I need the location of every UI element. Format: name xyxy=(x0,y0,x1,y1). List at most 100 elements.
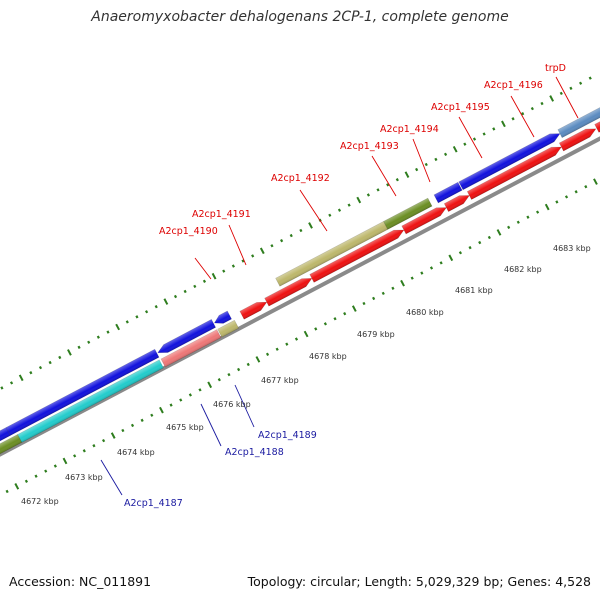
gene-shine xyxy=(401,207,447,234)
gene-shine xyxy=(458,133,560,190)
minor-tick xyxy=(275,347,279,351)
minor-tick xyxy=(366,193,370,197)
major-tick xyxy=(448,254,454,262)
minor-tick xyxy=(429,266,434,270)
gene-bar xyxy=(594,109,600,133)
gene-label-a2cp1-4191[interactable]: A2cp1_4191 xyxy=(192,209,251,220)
minor-tick xyxy=(106,330,110,334)
backbone-line xyxy=(0,136,600,457)
major-tick xyxy=(501,120,506,128)
major-tick xyxy=(308,222,313,229)
minor-tick xyxy=(121,428,125,433)
gene-bar xyxy=(157,319,217,354)
minor-tick xyxy=(198,388,202,392)
gene-bar xyxy=(217,319,240,338)
minor-tick xyxy=(289,233,293,238)
gene-label-a2cp1-4194[interactable]: A2cp1_4194 xyxy=(380,124,439,135)
gene-label-a2cp1-4192[interactable]: A2cp1_4192 xyxy=(271,173,330,184)
minor-tick xyxy=(53,464,57,468)
minor-tick xyxy=(144,310,149,314)
map-title: Anaeromyxobacter dehalogenans 2CP-1, com… xyxy=(91,9,509,25)
minor-tick xyxy=(415,167,419,172)
minor-tick xyxy=(154,305,158,309)
major-tick xyxy=(110,432,116,439)
leader-line xyxy=(100,459,123,496)
gene-shine xyxy=(217,320,239,338)
gene-bar xyxy=(443,195,470,212)
scale-label-4679: 4679 kbp xyxy=(357,330,395,339)
minor-tick xyxy=(395,178,399,182)
tick-marks xyxy=(0,76,598,494)
scale-label-4682: 4682 kbp xyxy=(504,265,542,274)
minor-tick xyxy=(333,317,337,321)
minor-tick xyxy=(458,251,463,255)
leader-line xyxy=(299,189,328,232)
minor-tick xyxy=(222,269,226,273)
minor-tick xyxy=(150,413,154,417)
minor-tick xyxy=(130,423,135,428)
minor-tick xyxy=(87,340,91,344)
gene-label-trpd[interactable]: trpD xyxy=(545,63,566,74)
gene-bar xyxy=(239,301,268,320)
gene-shine xyxy=(467,147,562,200)
gene-label-a2cp1-4193[interactable]: A2cp1_4193 xyxy=(340,141,399,152)
scale-label-4678: 4678 kbp xyxy=(309,352,347,361)
gene-label-a2cp1-4190[interactable]: A2cp1_4190 xyxy=(159,226,218,237)
minor-tick xyxy=(343,312,347,316)
gene-label-a2cp1-4187[interactable]: A2cp1_4187 xyxy=(124,498,183,509)
gene-label-a2cp1-4188[interactable]: A2cp1_4188 xyxy=(225,447,284,458)
gene-bar xyxy=(264,278,313,307)
gene-shine xyxy=(264,278,312,307)
minor-tick xyxy=(337,208,342,212)
minor-tick xyxy=(584,185,588,189)
major-tick xyxy=(115,323,121,331)
gene-label-a2cp1-4196[interactable]: A2cp1_4196 xyxy=(484,80,543,91)
leader-line xyxy=(412,138,431,183)
minor-tick xyxy=(376,188,380,192)
accession-text: Accession: NC_011891 xyxy=(9,574,152,589)
gene-shine xyxy=(434,182,463,203)
gene-bar xyxy=(17,359,164,443)
gene-bar xyxy=(0,434,23,458)
labels: 4672 kbp 4673 kbp 4674 kbp 4675 kbp 4676… xyxy=(21,63,591,509)
gene-shine xyxy=(214,311,232,324)
minor-tick xyxy=(463,142,467,146)
major-tick xyxy=(356,196,362,204)
minor-tick xyxy=(237,367,241,372)
minor-tick xyxy=(443,152,448,156)
leader-line xyxy=(234,384,255,428)
minor-tick xyxy=(82,449,86,453)
minor-tick xyxy=(0,386,4,390)
minor-tick xyxy=(478,240,482,245)
minor-tick xyxy=(323,322,327,326)
minor-tick xyxy=(169,403,173,407)
minor-tick xyxy=(569,86,573,90)
major-tick xyxy=(67,349,72,356)
minor-tick xyxy=(270,244,274,248)
gene-shine xyxy=(383,198,433,230)
minor-tick xyxy=(5,489,9,494)
minor-tick xyxy=(492,127,496,131)
gene-label-a2cp1-4189[interactable]: A2cp1_4189 xyxy=(258,430,317,441)
scale-label-4676: 4676 kbp xyxy=(213,400,251,409)
gene-bar xyxy=(557,94,600,139)
minor-tick xyxy=(347,203,351,207)
gene-shine xyxy=(557,94,600,138)
gene-shine xyxy=(239,302,267,320)
major-tick xyxy=(62,457,68,465)
minor-tick xyxy=(386,183,390,187)
scale-label-4672: 4672 kbp xyxy=(21,497,59,506)
minor-tick xyxy=(246,362,250,367)
gene-shine xyxy=(0,434,22,457)
minor-tick xyxy=(193,284,197,289)
minor-tick xyxy=(482,132,486,136)
outer-tick-row xyxy=(0,76,592,390)
gene-label-a2cp1-4195[interactable]: A2cp1_4195 xyxy=(431,102,490,113)
scale-label-4677: 4677 kbp xyxy=(261,376,299,385)
minor-tick xyxy=(9,381,14,385)
scale-label-4683: 4683 kbp xyxy=(553,244,591,253)
leader-line xyxy=(371,155,397,197)
minor-tick xyxy=(92,444,96,448)
minor-tick xyxy=(183,289,187,294)
